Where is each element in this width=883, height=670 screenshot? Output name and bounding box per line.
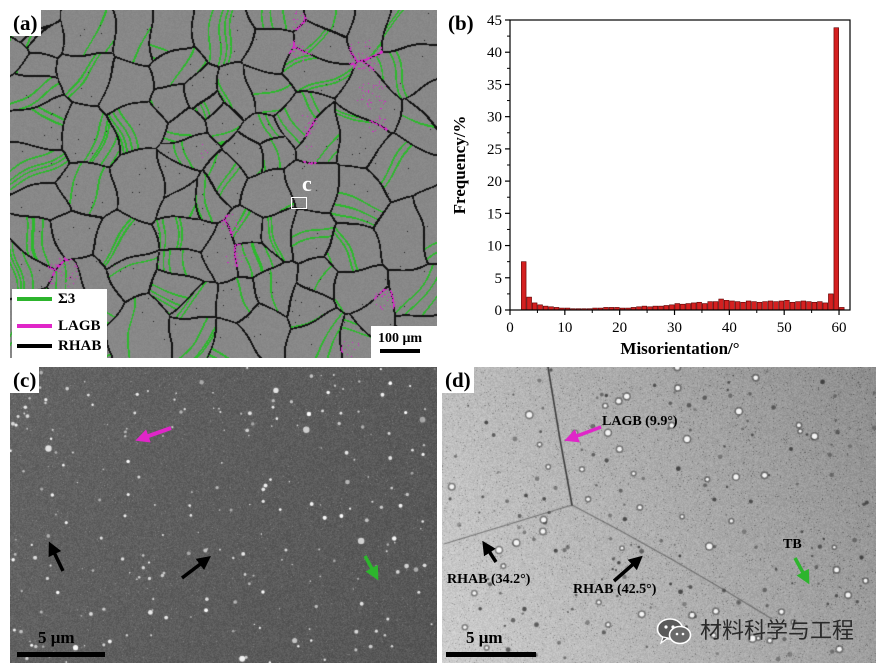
legend-item-sigma3: Σ3 (12, 289, 107, 309)
x-tick-label: 20 (612, 320, 627, 336)
bar (707, 301, 713, 311)
bar (740, 301, 746, 311)
y-tick-label: 15 (487, 206, 502, 222)
panel-c-label: (c) (10, 367, 40, 393)
x-tick-label: 10 (557, 320, 572, 336)
bar (828, 293, 834, 311)
y-tick-label: 25 (487, 142, 502, 158)
wechat-icon (656, 618, 692, 645)
twin-boundary-annotation: TB (783, 537, 802, 552)
bar (526, 296, 532, 311)
panel-d-scale-line (446, 652, 536, 657)
bar (751, 301, 757, 311)
bar (817, 301, 823, 311)
bar (833, 27, 839, 311)
bar (521, 261, 527, 311)
x-tick-label: 50 (777, 320, 792, 336)
bar (691, 302, 697, 311)
bar (680, 303, 686, 311)
bar (767, 300, 774, 311)
rhab-annotation-1: RHAB (34.2°) (447, 572, 531, 587)
bar (685, 303, 691, 311)
legend-swatch-sigma3 (17, 297, 52, 301)
axis-ticks: 0 5 10 15 20 25 30 35 40 45 0 10 20 30 40 50 60 (487, 13, 847, 336)
bar (800, 300, 807, 311)
legend-item-lagb: LAGB (12, 316, 107, 336)
sem-micrograph-c (10, 367, 437, 663)
panel-a-scale-bar: 100 μm (371, 326, 437, 358)
legend-label-rhab: RHAB (58, 338, 102, 354)
lagb-annotation: LAGB (9.9°) (602, 414, 678, 429)
grain-boundary-legend: Σ3 LAGB RHAB (12, 289, 107, 358)
y-axis-label: Frequency/% (450, 116, 469, 215)
panel-c-scale-text: 5 μm (38, 628, 75, 647)
y-tick-label: 35 (487, 77, 502, 93)
bar (729, 300, 735, 311)
plot-frame (509, 19, 851, 311)
legend-swatch-lagb (17, 324, 52, 328)
panel-d-label: (d) (442, 367, 474, 393)
sem-micrograph-d (442, 367, 876, 663)
bar (696, 301, 702, 311)
y-tick-label: 20 (487, 174, 502, 190)
legend-swatch-rhab (17, 344, 52, 348)
panel-c-scale-line (17, 652, 105, 657)
bar (773, 301, 779, 311)
bar (778, 300, 785, 311)
bar (762, 301, 768, 311)
bar (756, 301, 763, 311)
y-tick-label: 0 (495, 303, 503, 319)
histogram-bars (521, 27, 845, 311)
bar (663, 305, 669, 311)
y-tick-label: 5 (495, 271, 503, 287)
x-tick-label: 30 (667, 320, 682, 336)
x-tick-label: 40 (722, 320, 737, 336)
x-tick-label: 60 (832, 320, 847, 336)
bar (702, 303, 708, 311)
inset-region-label: c (302, 171, 312, 196)
bar (745, 300, 752, 311)
bar (723, 300, 730, 311)
bar (795, 301, 801, 311)
bar (537, 304, 543, 311)
bar (789, 301, 796, 311)
panel-a-label: (a) (10, 10, 41, 36)
panel-a-scale-text: 100 μm (378, 331, 423, 346)
y-tick-label: 40 (487, 45, 502, 61)
panel-d (442, 367, 876, 663)
rhab-annotation-2: RHAB (42.5°) (573, 582, 657, 597)
bar (784, 300, 790, 311)
bar (718, 298, 724, 311)
legend-item-rhab: RHAB (12, 336, 107, 356)
bar (712, 301, 719, 311)
watermark-text: 材料科学与工程 (700, 619, 855, 644)
x-tick-label: 0 (506, 320, 514, 336)
y-tick-label: 10 (487, 239, 502, 255)
x-axis-label: Misorientation/° (620, 339, 739, 358)
panel-d-scale-text: 5 μm (466, 628, 503, 647)
bar (822, 302, 828, 311)
panel-a-scale-line (380, 349, 420, 353)
bar (806, 301, 812, 311)
y-tick-label: 45 (487, 13, 502, 29)
bar (811, 301, 818, 311)
legend-label-lagb: LAGB (58, 318, 101, 334)
bar (532, 302, 538, 311)
bar (669, 304, 675, 311)
legend-label-sigma3: Σ3 (58, 291, 76, 307)
y-tick-label: 30 (487, 110, 502, 126)
misorientation-histogram: 0 5 10 15 20 25 30 35 40 45 0 10 20 30 40 50 60 Frequenc… (450, 13, 851, 358)
inset-region-box (291, 197, 307, 209)
bar (734, 301, 741, 311)
panel-c (10, 367, 437, 663)
bar (674, 303, 680, 311)
panel-b-label: (b) (448, 11, 474, 35)
